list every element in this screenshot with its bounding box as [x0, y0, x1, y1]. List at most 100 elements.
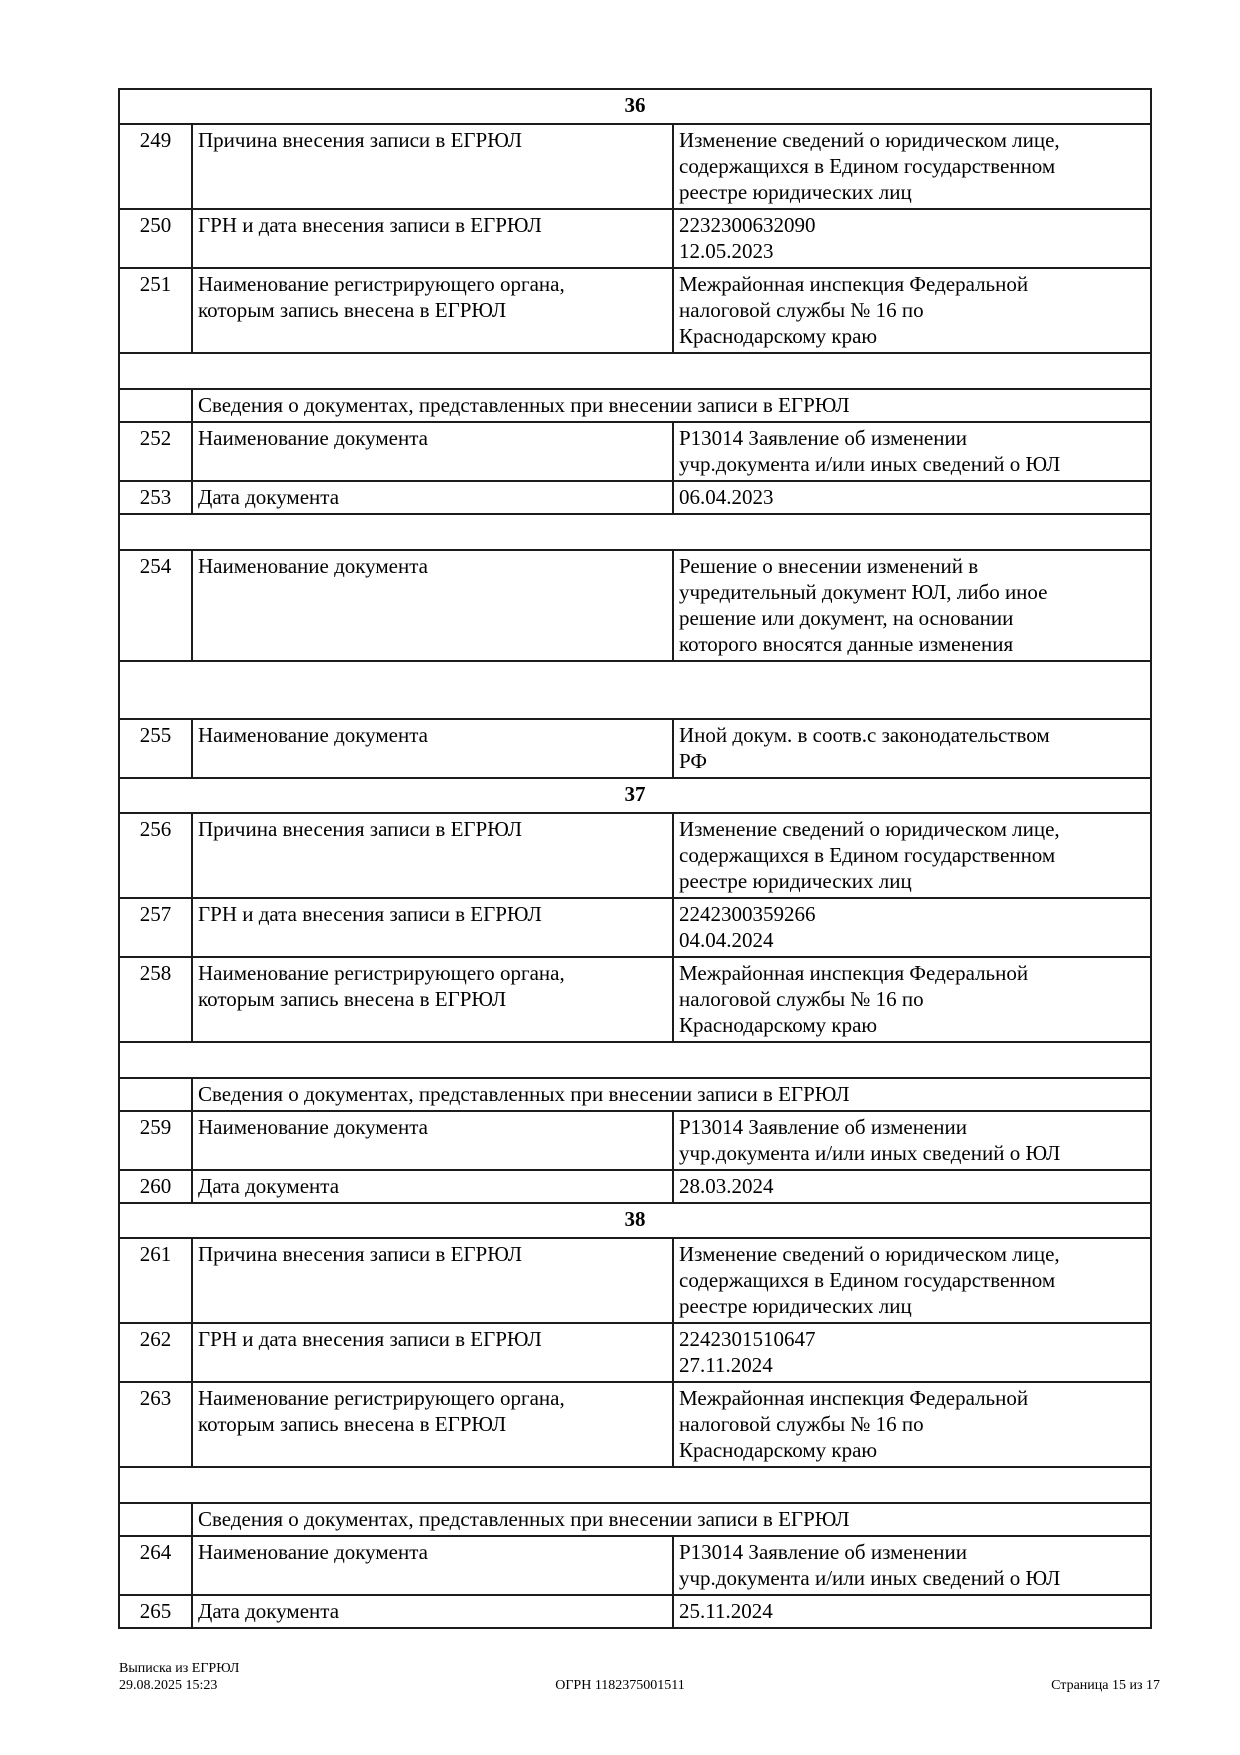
- table-row-249: 249 Причина внесения записи в ЕГРЮЛ Изме…: [118, 123, 1152, 210]
- spacer-cell: [118, 352, 1152, 390]
- row-number: 263: [118, 1381, 193, 1468]
- row-label: Причина внесения записи в ЕГРЮЛ: [191, 1237, 674, 1324]
- section-number: 37: [118, 777, 1152, 814]
- row-value: Изменение сведений о юридическом лице, с…: [672, 1237, 1152, 1324]
- row-number: 249: [118, 123, 193, 210]
- row-number: 251: [118, 267, 193, 354]
- footer-page-indicator: Страница 15 из 17: [1051, 1678, 1160, 1693]
- row-value: 2232300632090 12.05.2023: [672, 208, 1152, 269]
- row-value: Р13014 Заявление об изменении учр.докуме…: [672, 1535, 1152, 1596]
- documents-subheader-row: Сведения о документах, представленных пр…: [118, 388, 1152, 423]
- row-value: Решение о внесении изменений в учредител…: [672, 549, 1152, 662]
- row-value: Межрайонная инспекция Федеральной налого…: [672, 1381, 1152, 1468]
- row-label: ГРН и дата внесения записи в ЕГРЮЛ: [191, 897, 674, 958]
- row-label: ГРН и дата внесения записи в ЕГРЮЛ: [191, 208, 674, 269]
- table-row-251: 251 Наименование регистрирующего органа,…: [118, 267, 1152, 354]
- spacer-row: [118, 352, 1152, 390]
- table-row-259: 259 Наименование документа Р13014 Заявле…: [118, 1110, 1152, 1171]
- row-value: Межрайонная инспекция Федеральной налого…: [672, 267, 1152, 354]
- row-number: 250: [118, 208, 193, 269]
- row-value: 06.04.2023: [672, 480, 1152, 515]
- row-number: 254: [118, 549, 193, 662]
- empty-number-cell: [118, 1077, 193, 1112]
- footer-timestamp: 29.08.2025 15:23: [119, 1678, 218, 1693]
- row-value: Изменение сведений о юридическом лице, с…: [672, 812, 1152, 899]
- row-label: Наименование регистрирующего органа, кот…: [191, 1381, 674, 1468]
- footer-left: Выписка из ЕГРЮЛ 29.08.2025 15:23: [119, 1660, 239, 1694]
- table-row-257: 257 ГРН и дата внесения записи в ЕГРЮЛ 2…: [118, 897, 1152, 958]
- row-number: 255: [118, 718, 193, 779]
- table-row-262: 262 ГРН и дата внесения записи в ЕГРЮЛ 2…: [118, 1322, 1152, 1383]
- section-number: 38: [118, 1202, 1152, 1239]
- table-row-254: 254 Наименование документа Решение о вне…: [118, 549, 1152, 662]
- table-row-256: 256 Причина внесения записи в ЕГРЮЛ Изме…: [118, 812, 1152, 899]
- row-label: Причина внесения записи в ЕГРЮЛ: [191, 812, 674, 899]
- row-label: Дата документа: [191, 1594, 674, 1629]
- table-row-253: 253 Дата документа 06.04.2023: [118, 480, 1152, 515]
- table-row-250: 250 ГРН и дата внесения записи в ЕГРЮЛ 2…: [118, 208, 1152, 269]
- documents-subheader: Сведения о документах, представленных пр…: [191, 1077, 1152, 1112]
- documents-subheader: Сведения о документах, представленных пр…: [191, 388, 1152, 423]
- documents-subheader-row: Сведения о документах, представленных пр…: [118, 1502, 1152, 1537]
- row-number: 260: [118, 1169, 193, 1204]
- spacer-cell: [118, 660, 1152, 720]
- table-row-258: 258 Наименование регистрирующего органа,…: [118, 956, 1152, 1043]
- table-row-261: 261 Причина внесения записи в ЕГРЮЛ Изме…: [118, 1237, 1152, 1324]
- section-header-38: 38: [118, 1202, 1152, 1239]
- documents-subheader-row: Сведения о документах, представленных пр…: [118, 1077, 1152, 1112]
- row-number: 252: [118, 421, 193, 482]
- table-row-260: 260 Дата документа 28.03.2024: [118, 1169, 1152, 1204]
- row-number: 264: [118, 1535, 193, 1596]
- row-label: Наименование регистрирующего органа, кот…: [191, 956, 674, 1043]
- empty-number-cell: [118, 388, 193, 423]
- spacer-cell: [118, 513, 1152, 551]
- spacer-row: [118, 660, 1152, 720]
- row-number: 253: [118, 480, 193, 515]
- spacer-cell: [118, 1041, 1152, 1079]
- spacer-row: [118, 1041, 1152, 1079]
- row-number: 257: [118, 897, 193, 958]
- row-number: 261: [118, 1237, 193, 1324]
- row-label: Наименование регистрирующего органа, кот…: [191, 267, 674, 354]
- row-label: Наименование документа: [191, 549, 674, 662]
- row-number: 259: [118, 1110, 193, 1171]
- spacer-row: [118, 1466, 1152, 1504]
- row-value: 2242301510647 27.11.2024: [672, 1322, 1152, 1383]
- footer-ogrn: ОГРН 1182375001511: [555, 1678, 685, 1693]
- table-row-263: 263 Наименование регистрирующего органа,…: [118, 1381, 1152, 1468]
- row-value: Межрайонная инспекция Федеральной налого…: [672, 956, 1152, 1043]
- spacer-row: [118, 513, 1152, 551]
- row-value: 28.03.2024: [672, 1169, 1152, 1204]
- row-number: 265: [118, 1594, 193, 1629]
- table-row-252: 252 Наименование документа Р13014 Заявле…: [118, 421, 1152, 482]
- spacer-cell: [118, 1466, 1152, 1504]
- row-value: Изменение сведений о юридическом лице, с…: [672, 123, 1152, 210]
- row-number: 258: [118, 956, 193, 1043]
- table-row-265: 265 Дата документа 25.11.2024: [118, 1594, 1152, 1629]
- row-label: Дата документа: [191, 1169, 674, 1204]
- section-header-37: 37: [118, 777, 1152, 814]
- row-label: Наименование документа: [191, 1535, 674, 1596]
- table-row-264: 264 Наименование документа Р13014 Заявле…: [118, 1535, 1152, 1596]
- row-number: 256: [118, 812, 193, 899]
- row-label: ГРН и дата внесения записи в ЕГРЮЛ: [191, 1322, 674, 1383]
- section-number: 36: [118, 88, 1152, 125]
- row-label: Дата документа: [191, 480, 674, 515]
- row-value: 2242300359266 04.04.2024: [672, 897, 1152, 958]
- documents-subheader: Сведения о документах, представленных пр…: [191, 1502, 1152, 1537]
- row-value: 25.11.2024: [672, 1594, 1152, 1629]
- row-label: Наименование документа: [191, 718, 674, 779]
- empty-number-cell: [118, 1502, 193, 1537]
- row-label: Наименование документа: [191, 1110, 674, 1171]
- section-header-36: 36: [118, 88, 1152, 125]
- row-label: Наименование документа: [191, 421, 674, 482]
- row-value: Р13014 Заявление об изменении учр.докуме…: [672, 421, 1152, 482]
- row-label: Причина внесения записи в ЕГРЮЛ: [191, 123, 674, 210]
- row-value: Иной докум. в соотв.с законодательством …: [672, 718, 1152, 779]
- row-value: Р13014 Заявление об изменении учр.докуме…: [672, 1110, 1152, 1171]
- egrul-records-table: 36 249 Причина внесения записи в ЕГРЮЛ И…: [118, 88, 1152, 1629]
- row-number: 262: [118, 1322, 193, 1383]
- table-row-255: 255 Наименование документа Иной докум. в…: [118, 718, 1152, 779]
- footer-doc-title: Выписка из ЕГРЮЛ: [119, 1661, 240, 1676]
